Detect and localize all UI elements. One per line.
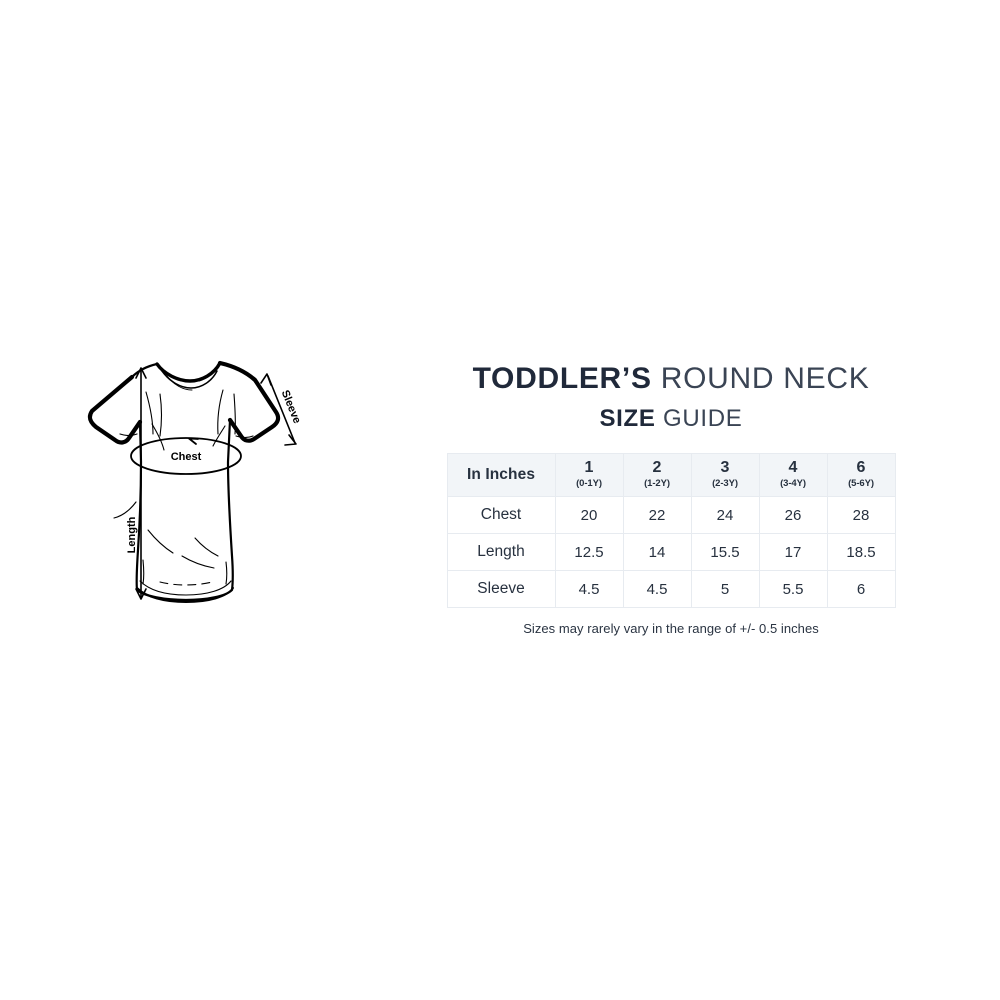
table-header-size-4: 4 (3-4Y) [758, 453, 828, 498]
shirt-collar-outer [155, 361, 222, 383]
size-chart-table: In Inches 1 (0-1Y) 2 (1-2Y) 3 (2-3Y) 4 [446, 453, 896, 609]
page-subtitle-bold: SIZE [599, 404, 656, 432]
length-label: Length [126, 516, 138, 553]
cell-length-3: 15.5 [690, 533, 760, 572]
table-header-size-1: 1 (0-1Y) [554, 453, 624, 498]
size-age-range: (1-2Y) [644, 478, 670, 490]
cell-length-4: 17 [758, 533, 828, 572]
cell-sleeve-4: 5.5 [758, 570, 828, 609]
cell-length-2: 14 [622, 533, 692, 572]
table-row: Length 12.5 14 15.5 17 18.5 [446, 533, 896, 572]
table-header-size-3: 3 (2-3Y) [690, 453, 760, 498]
table-row: Chest 20 22 24 26 28 [446, 496, 896, 535]
chest-measure-ellipse [130, 437, 242, 475]
sleeve-arrow-head-top [260, 373, 272, 386]
chest-label: Chest [171, 451, 202, 463]
size-number: 3 [720, 459, 730, 477]
cell-length-1: 12.5 [554, 533, 624, 572]
table-header-row: In Inches 1 (0-1Y) 2 (1-2Y) 3 (2-3Y) 4 [446, 453, 896, 498]
size-variation-note: Sizes may rarely vary in the range of +/… [523, 621, 819, 637]
length-arrow-head-bottom [135, 588, 147, 600]
size-guide-panel: TODDLER’S ROUND NECK SIZE GUIDE In Inche… [440, 362, 902, 636]
tshirt-diagram: Chest Length Sleeve [40, 350, 330, 640]
shirt-sleeve-right-heavy [217, 360, 281, 443]
size-age-range: (3-4Y) [780, 478, 806, 490]
sleeve-arrow-head-bottom [284, 434, 297, 446]
size-number: 4 [788, 459, 798, 477]
size-number: 1 [584, 459, 594, 477]
sleeve-label: Sleeve [279, 388, 303, 425]
size-age-range: (0-1Y) [576, 478, 602, 490]
page-title-bold: TODDLER’S [472, 362, 652, 395]
length-leader-line [113, 501, 137, 519]
shirt-collar-stitch [166, 375, 193, 391]
size-table-container: In Inches 1 (0-1Y) 2 (1-2Y) 3 (2-3Y) 4 [440, 453, 902, 609]
table-header-size-6: 6 (5-6Y) [826, 453, 896, 498]
chest-arrow-head [188, 437, 199, 445]
cell-chest-1: 20 [554, 496, 624, 535]
shirt-hem-inner [139, 580, 232, 596]
cell-sleeve-6: 6 [826, 570, 896, 609]
table-corner-label: In Inches [446, 453, 556, 498]
page-title-light: ROUND NECK [660, 362, 870, 395]
length-arrow-head-top [135, 367, 147, 379]
cell-sleeve-3: 5 [690, 570, 760, 609]
table-header-size-2: 2 (1-2Y) [622, 453, 692, 498]
cell-chest-3: 24 [690, 496, 760, 535]
cell-sleeve-1: 4.5 [554, 570, 624, 609]
page-subtitle-light: GUIDE [663, 404, 743, 432]
size-age-range: (2-3Y) [712, 478, 738, 490]
shirt-body-outline [88, 361, 280, 602]
sleeve-measure-line [267, 375, 296, 444]
table-row: Sleeve 4.5 4.5 5 5.5 6 [446, 570, 896, 609]
page-subtitle: SIZE GUIDE [440, 404, 902, 433]
size-age-range: (5-6Y) [848, 478, 874, 490]
size-number: 6 [856, 459, 866, 477]
row-label-chest: Chest [446, 496, 556, 535]
shirt-sleeve-left-heavy [87, 374, 143, 445]
cell-chest-2: 22 [622, 496, 692, 535]
cell-length-6: 18.5 [826, 533, 896, 572]
page-title: TODDLER’S ROUND NECK [440, 362, 902, 396]
cell-chest-6: 28 [826, 496, 896, 535]
cell-sleeve-2: 4.5 [622, 570, 692, 609]
row-label-sleeve: Sleeve [446, 570, 556, 609]
shirt-fold-lines [119, 389, 254, 586]
cell-chest-4: 26 [758, 496, 828, 535]
size-number: 2 [652, 459, 662, 477]
row-label-length: Length [446, 533, 556, 572]
shirt-hem [136, 587, 234, 603]
